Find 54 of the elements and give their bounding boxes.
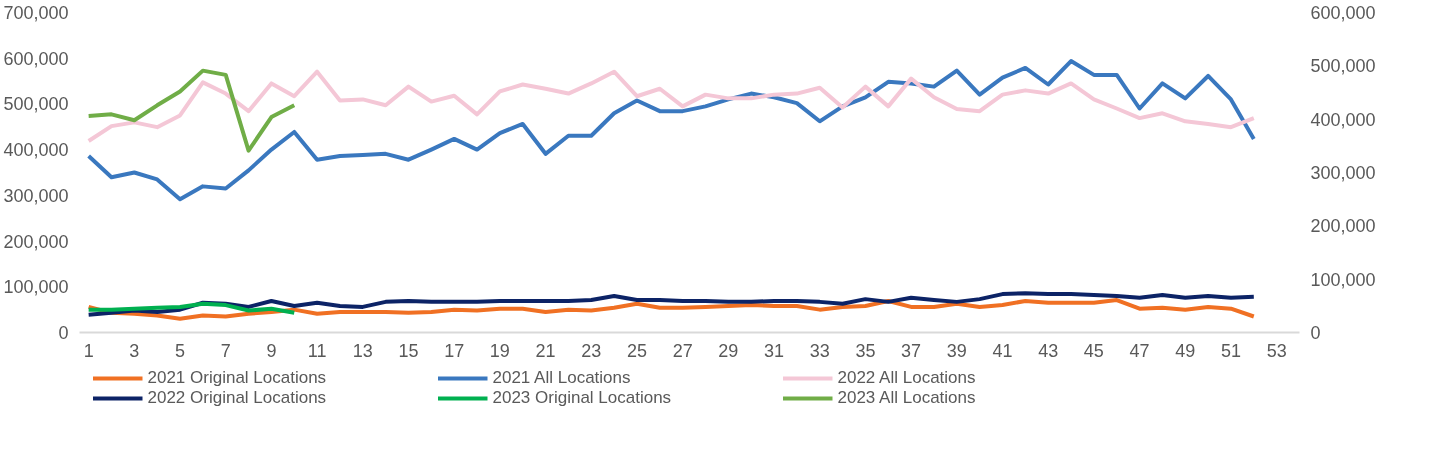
x-tick-label: 47	[1129, 340, 1150, 361]
line-series	[86, 68, 297, 153]
y2-tick-label: 500,000	[1310, 56, 1376, 77]
x-tick-label: 43	[1038, 340, 1059, 361]
x-tick-label: 45	[1083, 340, 1104, 361]
x-tick-label: 27	[672, 340, 693, 361]
line-series	[86, 301, 297, 315]
legend-label: 2022 Original Locations	[147, 388, 328, 408]
x-tick-label: 31	[764, 340, 785, 361]
x-tick-label: 1	[83, 340, 94, 361]
x-tick-label: 49	[1175, 340, 1196, 361]
line-series	[86, 298, 1256, 321]
y2-tick-label: 100,000	[1310, 269, 1376, 290]
x-tick-label: 37	[901, 340, 922, 361]
x-tick-label: 29	[718, 340, 739, 361]
line-series	[86, 69, 1256, 144]
y-tick-label: 200,000	[3, 231, 69, 252]
x-tick-label: 13	[352, 340, 373, 361]
x-tick-label: 15	[398, 340, 419, 361]
y-tick-label: 0	[58, 323, 69, 343]
x-tick-label: 17	[444, 340, 465, 361]
y-tick-label: 600,000	[3, 48, 69, 69]
y2-tick-label: 300,000	[1310, 163, 1376, 183]
x-tick-label: 5	[175, 340, 186, 361]
x-tick-label: 9	[266, 340, 277, 361]
y-tick-label: 100,000	[3, 277, 69, 298]
y-tick-label: 400,000	[3, 140, 69, 161]
x-tick-label: 25	[626, 340, 647, 361]
line-series	[86, 59, 1256, 202]
y-tick-label: 500,000	[3, 94, 69, 115]
x-tick-label: 7	[220, 340, 231, 361]
y-tick-label: 700,000	[3, 3, 69, 23]
x-tick-label: 21	[535, 340, 556, 361]
y2-tick-label: 0	[1310, 323, 1321, 343]
x-tick-label: 11	[307, 340, 327, 361]
x-tick-label: 33	[809, 340, 830, 361]
legend-label: 2021 Original Locations	[147, 368, 328, 388]
x-tick-label: 23	[581, 340, 602, 361]
legend-label: 2022 All Locations	[837, 368, 977, 388]
x-tick-label: 19	[489, 340, 510, 361]
y2-tick-label: 400,000	[1310, 109, 1376, 130]
legend-label: 2021 All Locations	[492, 368, 632, 388]
x-tick-label: 53	[1266, 340, 1287, 361]
x-tick-label: 35	[855, 340, 876, 361]
legend-label: 2023 All Locations	[837, 388, 977, 408]
y-tick-label: 300,000	[3, 185, 69, 206]
x-tick-label: 41	[992, 340, 1013, 361]
x-tick-label: 3	[129, 340, 140, 361]
x-tick-label: 39	[946, 340, 967, 361]
line-series	[86, 291, 1256, 317]
x-tick-label: 51	[1220, 340, 1241, 361]
legend-label: 2023 Original Locations	[492, 388, 673, 408]
y2-tick-label: 600,000	[1310, 3, 1376, 23]
y2-tick-label: 200,000	[1310, 216, 1376, 237]
